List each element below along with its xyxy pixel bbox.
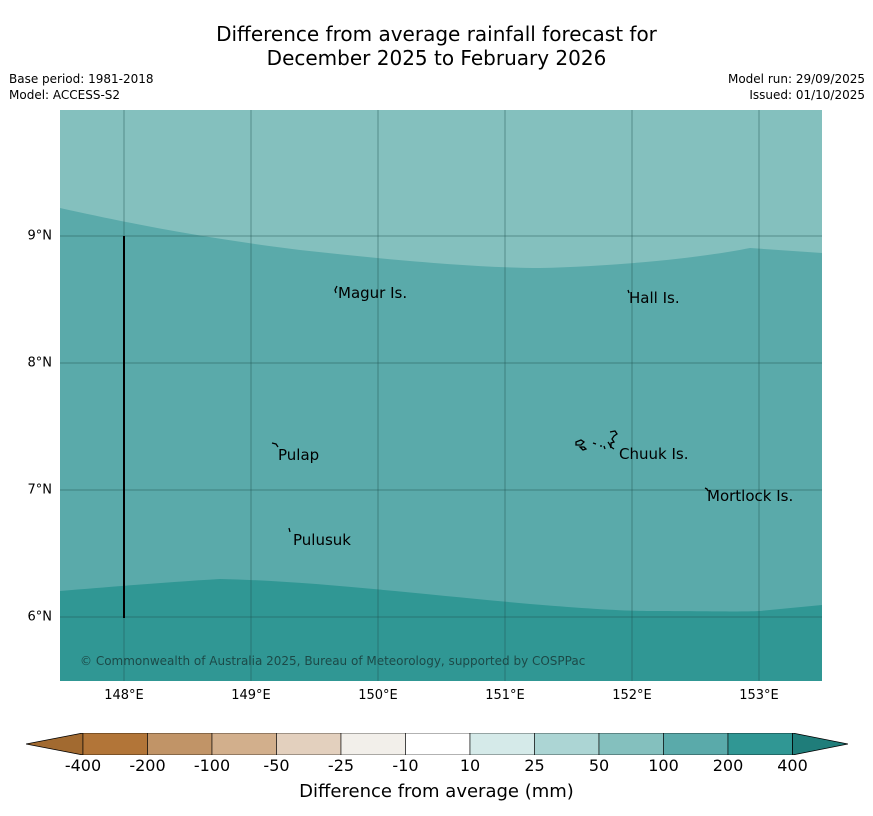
colorbar-tick-label: 50: [588, 756, 610, 775]
island-outlines: [271, 285, 709, 533]
zone-dark: [60, 579, 822, 681]
pulap-island-shape: [271, 442, 279, 448]
colorbar-tick-label: -200: [129, 756, 166, 775]
meta-right: Model run: 29/09/2025 Issued: 01/10/2025: [728, 71, 865, 103]
colorbar-svg: [25, 732, 849, 756]
lon-label-153: 153°E: [739, 688, 779, 703]
pulusuk-island-shape: [288, 527, 291, 533]
place-mortlock: Mortlock Is.: [707, 487, 794, 505]
lon-label-148: 148°E: [104, 688, 144, 703]
place-magur: Magur Is.: [338, 284, 408, 302]
colorbar: [25, 732, 849, 756]
colorbar-extension-high: [792, 732, 849, 756]
lat-label-9n: 9°N: [27, 228, 53, 244]
lon-label-151: 151°E: [485, 688, 525, 703]
place-pulusuk: Pulusuk: [293, 531, 351, 549]
chuuk-island-shape-5: [603, 445, 606, 450]
base-period: Base period: 1981-2018: [9, 72, 154, 86]
colorbar-segment: [727, 732, 793, 756]
chuuk-island-shape-7: [607, 441, 612, 449]
chuuk-island-shape-6: [609, 430, 618, 450]
colorbar-segment: [598, 732, 664, 756]
forecast-map: [60, 110, 822, 681]
place-pulap: Pulap: [278, 446, 320, 464]
magur-island-shape: [334, 285, 338, 294]
mortlock-island-shape: [704, 487, 709, 492]
colorbar-tick-label: -10: [392, 756, 419, 775]
lon-label-150: 150°E: [358, 688, 398, 703]
colorbar-segment: [534, 732, 600, 756]
colorbar-segment: [211, 732, 277, 756]
lon-label-152: 152°E: [612, 688, 652, 703]
chuuk-island-shape-2: [578, 446, 588, 451]
place-hall: Hall Is.: [629, 289, 680, 307]
colorbar-tick-label: 200: [712, 756, 744, 775]
title-line-2: December 2025 to February 2026: [266, 46, 607, 70]
chuuk-island-shape-1: [575, 439, 586, 446]
colorbar-segment: [276, 732, 342, 756]
lat-label-6n: 6°N: [27, 609, 53, 625]
map-title: Difference from average rainfall forecas…: [0, 22, 873, 70]
colorbar-segment: [340, 732, 406, 756]
colorbar-tick-label: -25: [327, 756, 355, 775]
model-name: Model: ACCESS-S2: [9, 88, 121, 102]
colorbar-segment: [82, 732, 148, 756]
colorbar-segment: [147, 732, 213, 756]
model-run: Model run: 29/09/2025: [727, 72, 865, 86]
colorbar-tick-label: 10: [459, 756, 481, 775]
title-line-1: Difference from average rainfall forecas…: [216, 22, 657, 46]
colorbar-label: Difference from average (mm): [299, 781, 574, 802]
place-chuuk: Chuuk Is.: [619, 445, 689, 463]
colorbar-tick-label: -50: [263, 756, 290, 775]
colorbar-segment: [663, 732, 729, 756]
colorbar-extension-low: [25, 732, 84, 756]
zone-mid: [60, 208, 822, 681]
chuuk-island-shape-3: [592, 442, 597, 445]
lat-label-8n: 8°N: [27, 355, 53, 371]
hall-island-shape: [627, 289, 630, 294]
colorbar-tick-label: 25: [524, 756, 545, 775]
colorbar-tick-label: 400: [777, 756, 808, 775]
colorbar-tick-label: 100: [648, 756, 679, 775]
colorbar-segment: [405, 732, 471, 756]
copyright-notice: © Commonwealth of Australia 2025, Bureau…: [80, 654, 586, 668]
lat-label-7n: 7°N: [27, 482, 53, 498]
colorbar-tick-label: -100: [193, 756, 231, 775]
map-canvas: [60, 110, 822, 681]
colorbar-tick-label: -400: [64, 756, 102, 775]
colorbar-segment: [469, 732, 535, 756]
meta-left: Base period: 1981-2018 Model: ACCESS-S2: [9, 71, 154, 103]
graticule: [60, 110, 822, 681]
lon-label-149: 149°E: [231, 688, 271, 703]
issued-date: Issued: 01/10/2025: [749, 88, 865, 102]
